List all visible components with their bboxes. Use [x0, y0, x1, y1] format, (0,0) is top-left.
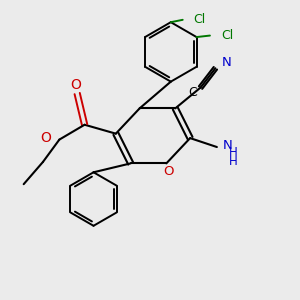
Text: Cl: Cl	[221, 29, 233, 42]
Text: H: H	[229, 155, 238, 168]
Text: O: O	[164, 165, 174, 178]
Text: O: O	[40, 131, 51, 145]
Text: N: N	[223, 139, 232, 152]
Text: O: O	[70, 78, 81, 92]
Text: H: H	[229, 146, 238, 159]
Text: Cl: Cl	[193, 13, 205, 26]
Text: C: C	[188, 86, 197, 99]
Text: N: N	[221, 56, 231, 69]
